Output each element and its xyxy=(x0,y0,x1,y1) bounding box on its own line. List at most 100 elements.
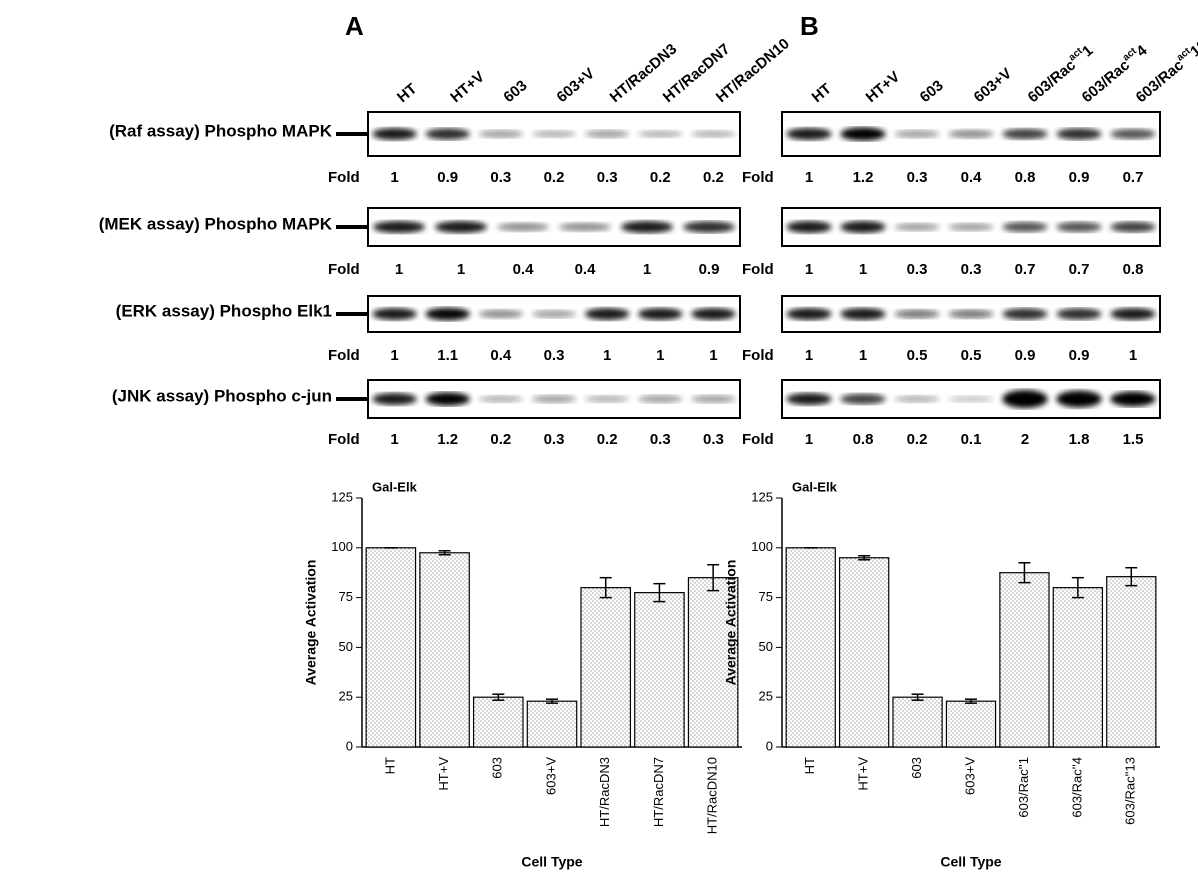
blot-label: (MEK assay) Phospho MAPK xyxy=(99,214,333,233)
fold-value: 2 xyxy=(1021,431,1029,448)
fold-value: 0.4 xyxy=(575,261,597,278)
x-tick-label: HT+V xyxy=(436,757,451,791)
x-tick-label: 603 xyxy=(490,757,505,779)
fold-value: 0.3 xyxy=(597,169,618,186)
band xyxy=(840,308,885,320)
fold-value: 0.7 xyxy=(1123,169,1144,186)
y-tick-label: 100 xyxy=(751,539,773,554)
band xyxy=(948,223,993,231)
band xyxy=(425,392,470,405)
fold-value: 0.2 xyxy=(703,169,724,186)
band xyxy=(894,223,939,231)
fold-value: 0.3 xyxy=(544,431,565,448)
bar xyxy=(581,588,630,747)
y-axis-label: Average Activation xyxy=(723,560,739,686)
fold-value: 0.8 xyxy=(1123,261,1144,278)
band xyxy=(691,308,736,320)
fold-value: 0.8 xyxy=(853,431,874,448)
y-tick-label: 50 xyxy=(339,639,353,654)
chart-title: Gal-Elk xyxy=(792,479,838,494)
fold-value: 0.9 xyxy=(1015,347,1036,364)
fold-value: 1 xyxy=(805,347,813,364)
fold-value: 1 xyxy=(656,347,664,364)
band xyxy=(638,308,683,320)
band xyxy=(1056,308,1101,319)
panel-letter: B xyxy=(800,11,819,41)
band xyxy=(786,128,831,140)
fold-value: 0.3 xyxy=(703,431,724,448)
band xyxy=(1056,391,1101,408)
band xyxy=(1110,392,1155,407)
bar xyxy=(635,593,684,747)
fold-value: 1.8 xyxy=(1069,431,1090,448)
fold-value: 1 xyxy=(457,261,465,278)
band xyxy=(1110,129,1155,139)
x-tick-label: 603/Rac''1 xyxy=(1016,757,1031,818)
band xyxy=(948,396,993,403)
fold-value: 1.2 xyxy=(853,169,874,186)
band xyxy=(1056,222,1101,232)
fold-value: 0.5 xyxy=(907,347,928,364)
y-tick-label: 125 xyxy=(331,489,353,504)
fold-value: 1 xyxy=(805,431,813,448)
fold-value: 0.7 xyxy=(1015,261,1036,278)
fold-value: 1 xyxy=(643,261,651,278)
lane-label: HT xyxy=(809,80,835,106)
y-tick-label: 50 xyxy=(759,639,773,654)
band xyxy=(532,130,577,137)
band xyxy=(786,221,831,233)
band xyxy=(372,393,417,405)
y-tick-label: 125 xyxy=(751,489,773,504)
fold-value: 0.9 xyxy=(1069,347,1090,364)
fold-value: 0.4 xyxy=(490,347,512,364)
x-tick-label: HT/RacDN7 xyxy=(651,757,666,827)
band xyxy=(1002,308,1047,319)
band xyxy=(585,308,630,320)
band xyxy=(372,308,417,320)
bar xyxy=(474,697,523,747)
band xyxy=(479,130,524,138)
bar xyxy=(1000,573,1049,747)
fold-value: 0.3 xyxy=(650,431,671,448)
x-tick-label: 603+V xyxy=(543,757,558,795)
fold-value: 1 xyxy=(1129,347,1137,364)
band xyxy=(691,395,736,403)
band xyxy=(373,221,425,233)
band xyxy=(894,310,939,319)
fold-value: 0.3 xyxy=(907,169,928,186)
fold-value: 0.3 xyxy=(544,347,565,364)
band xyxy=(948,310,993,319)
band xyxy=(479,395,524,402)
x-tick-label: 603/Rac''4 xyxy=(1069,757,1084,818)
lane-label: HT xyxy=(394,80,420,106)
band xyxy=(786,308,831,320)
lane-label-base: 603/Rac xyxy=(1133,57,1187,106)
band xyxy=(585,130,630,138)
band xyxy=(894,395,939,402)
fold-value: 0.9 xyxy=(437,169,458,186)
blot-label: (JNK assay) Phospho c-jun xyxy=(112,386,332,405)
band xyxy=(532,310,577,318)
fold-value: 1.1 xyxy=(437,347,458,364)
fold-value: 0.9 xyxy=(1069,169,1090,186)
blot-label: (Raf assay) Phospho MAPK xyxy=(109,121,333,140)
bar xyxy=(893,697,942,747)
x-tick-label: 603+V xyxy=(962,757,977,795)
fold-value: 1 xyxy=(805,169,813,186)
x-axis-label: Cell Type xyxy=(521,854,582,870)
lane-label: 603+V xyxy=(554,65,598,106)
fold-value: 0.2 xyxy=(597,431,618,448)
band xyxy=(497,223,549,231)
lane-label-base: 603/Rac xyxy=(1079,57,1133,106)
y-tick-label: 100 xyxy=(331,539,353,554)
lane-label: 603 xyxy=(500,77,530,106)
fold-value: 0.3 xyxy=(907,261,928,278)
band xyxy=(638,130,683,137)
x-tick-label: 603 xyxy=(909,757,924,779)
fold-value: 0.2 xyxy=(490,431,511,448)
fold-value: 0.1 xyxy=(961,431,982,448)
fold-value: 0.8 xyxy=(1015,169,1036,186)
band xyxy=(621,221,673,233)
fold-value: 1 xyxy=(390,169,398,186)
x-tick-label: HT/RacDN3 xyxy=(597,757,612,827)
